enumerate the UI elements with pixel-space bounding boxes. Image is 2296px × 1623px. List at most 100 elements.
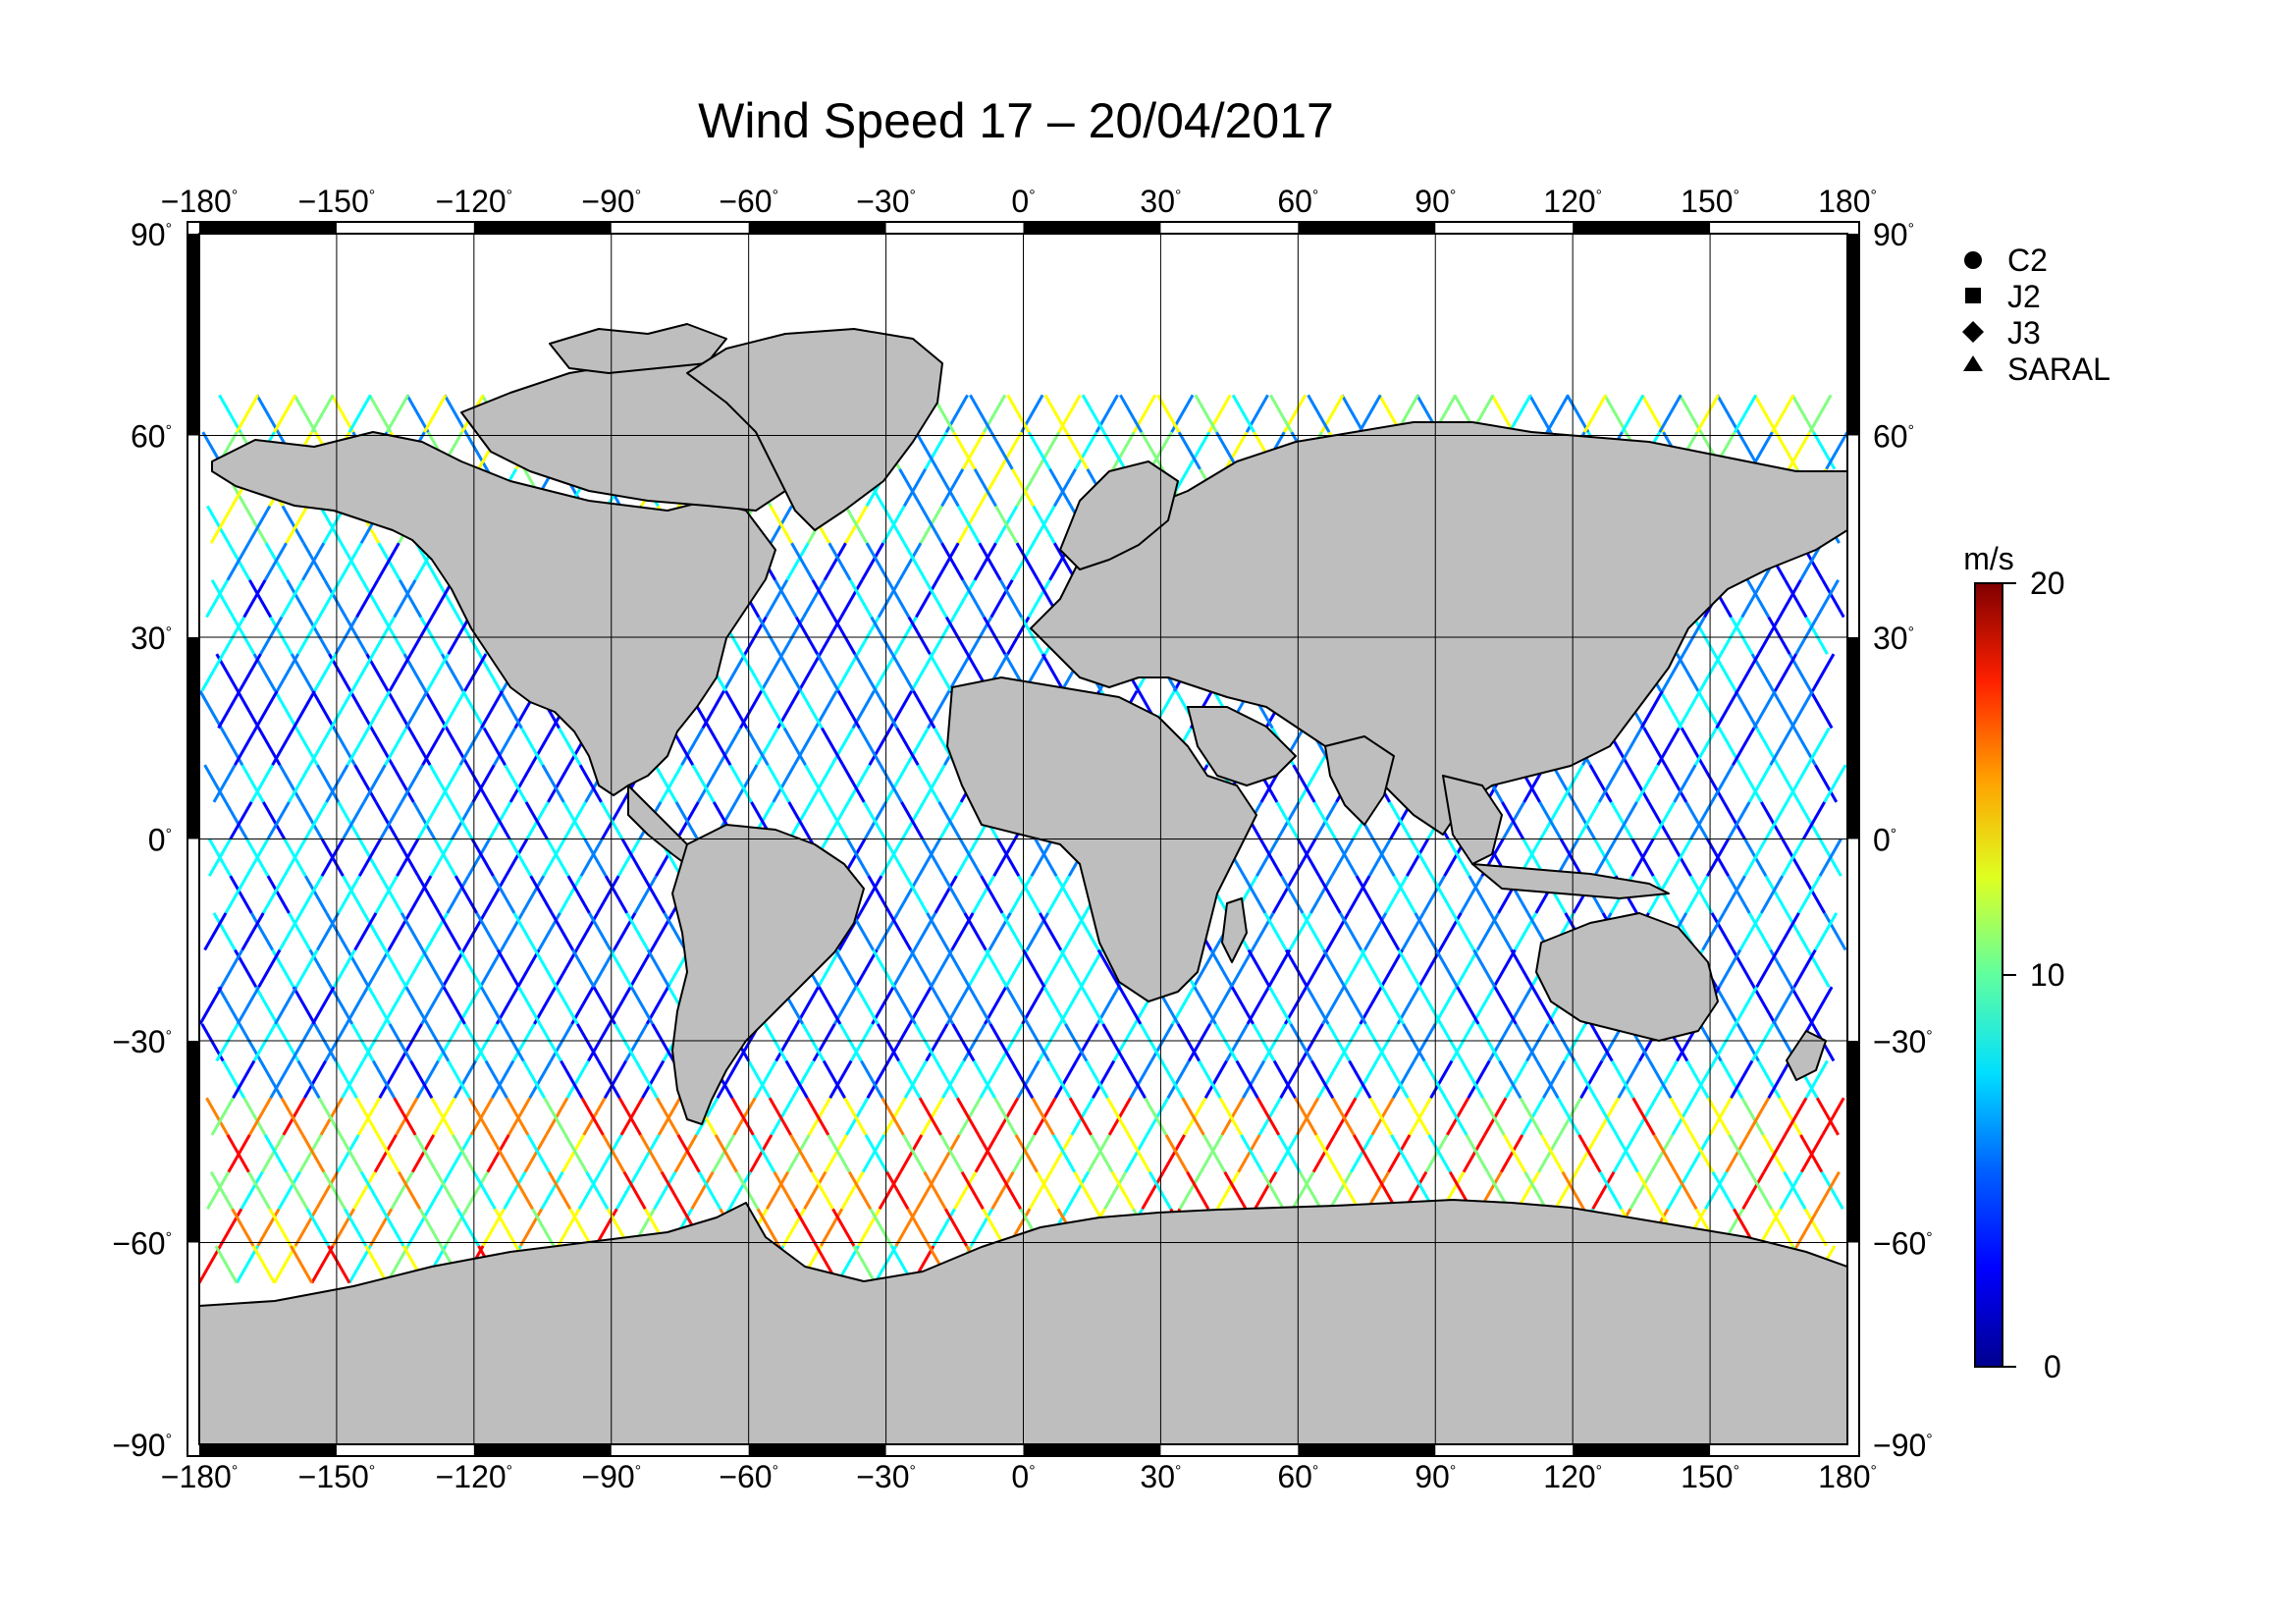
lon-tick-label-bottom: −60° (719, 1459, 778, 1494)
track-segment (517, 986, 542, 1025)
frame-bar-bottom (1023, 1444, 1161, 1456)
frame-bar-top (1573, 222, 1711, 234)
track-segment (996, 838, 1021, 877)
track-segment (1371, 838, 1396, 877)
track-segment (323, 579, 347, 619)
track-segment (388, 1023, 412, 1062)
track-segment (1689, 875, 1714, 914)
lon-tick-label-bottom: 180° (1818, 1459, 1877, 1494)
track-segment (472, 1170, 497, 1210)
track-segment (308, 727, 333, 766)
lat-tick-label-left: −90° (112, 1428, 172, 1463)
track-segment (385, 394, 409, 433)
track-segment (774, 579, 798, 619)
track-segment (447, 1059, 471, 1099)
track-segment (1322, 948, 1347, 988)
lon-tick-label-bottom: −150° (298, 1459, 375, 1494)
track-segment (1787, 431, 1812, 470)
track-segment (1542, 1059, 1567, 1099)
track-segment (1752, 690, 1777, 730)
track-segment (782, 727, 807, 766)
track-segment (732, 1097, 757, 1136)
track-segment (1631, 1097, 1656, 1136)
track-segment (1636, 1170, 1661, 1210)
track-segment (1591, 1170, 1616, 1210)
track-segment (811, 579, 835, 619)
track-segment (1198, 1059, 1222, 1099)
track-segment (1229, 948, 1254, 988)
track-segment (1784, 1097, 1808, 1136)
track-segment (1804, 616, 1829, 655)
track-segment (952, 431, 977, 470)
track-segment (507, 1097, 532, 1136)
track-segment (988, 1023, 1013, 1062)
track-segment (1388, 801, 1413, 840)
track-segment (1146, 1097, 1170, 1136)
track-segment (877, 579, 901, 619)
track-segment (398, 1170, 422, 1210)
track-segment (994, 505, 1019, 544)
track-segment (1096, 948, 1121, 988)
track-segment (588, 912, 613, 951)
track-segment (400, 912, 424, 951)
track-segment (305, 1208, 330, 1247)
track-segment (1772, 690, 1796, 730)
track-segment (442, 986, 466, 1025)
track-segment (619, 1097, 644, 1136)
track-segment (1492, 948, 1517, 988)
track-segment (433, 838, 457, 877)
track-segment (1052, 468, 1077, 508)
track-segment (1257, 1097, 1282, 1136)
track-segment (1065, 431, 1090, 470)
landmass-scandinavia (1059, 460, 1179, 570)
track-segment (1515, 1023, 1539, 1062)
legend-square-icon (1965, 288, 1981, 303)
track-segment (1778, 1097, 1802, 1136)
track-segment (1800, 1134, 1825, 1173)
track-segment (1079, 948, 1104, 988)
track-segment (810, 1170, 834, 1210)
lat-tick-label-left: 0° (148, 823, 172, 858)
track-segment (951, 1023, 976, 1062)
track-segment (1342, 948, 1366, 988)
track-segment (624, 1023, 649, 1062)
track-segment (575, 1023, 600, 1062)
track-segment (673, 1134, 698, 1173)
track-segment (367, 690, 392, 730)
track-segment (921, 838, 945, 877)
track-segment (828, 542, 852, 581)
lat-tick-label-left: −30° (112, 1024, 172, 1059)
track-segment (242, 579, 267, 619)
track-segment (245, 838, 270, 877)
track-segment (486, 1134, 510, 1173)
track-segment (809, 764, 833, 803)
track-segment (1786, 912, 1810, 951)
track-segment (1456, 986, 1480, 1025)
track-segment (803, 1170, 828, 1210)
track-segment (1671, 1097, 1695, 1136)
track-segment (1615, 1134, 1639, 1173)
track-segment (690, 1170, 715, 1210)
track-segment (224, 875, 248, 914)
track-segment (915, 431, 939, 470)
track-segment (583, 838, 608, 877)
track-segment (247, 1097, 273, 1136)
track-segment (1690, 1134, 1715, 1173)
track-segment (1535, 1059, 1560, 1099)
track-segment (274, 986, 298, 1025)
track-segment (1112, 1023, 1137, 1062)
track-segment (1307, 394, 1331, 433)
track-segment (1741, 1170, 1766, 1210)
track-segment (926, 912, 950, 951)
track-segment (1309, 875, 1334, 914)
track-segment (785, 542, 810, 581)
track-segment (1825, 431, 1847, 470)
track-segment (369, 1208, 394, 1247)
track-segment (1650, 1134, 1675, 1173)
track-segment (1043, 394, 1068, 433)
track-segment (1746, 579, 1771, 619)
track-segment (339, 1134, 363, 1173)
frame-bar-right (1847, 234, 1859, 436)
track-segment (466, 838, 491, 877)
track-segment (924, 579, 948, 619)
